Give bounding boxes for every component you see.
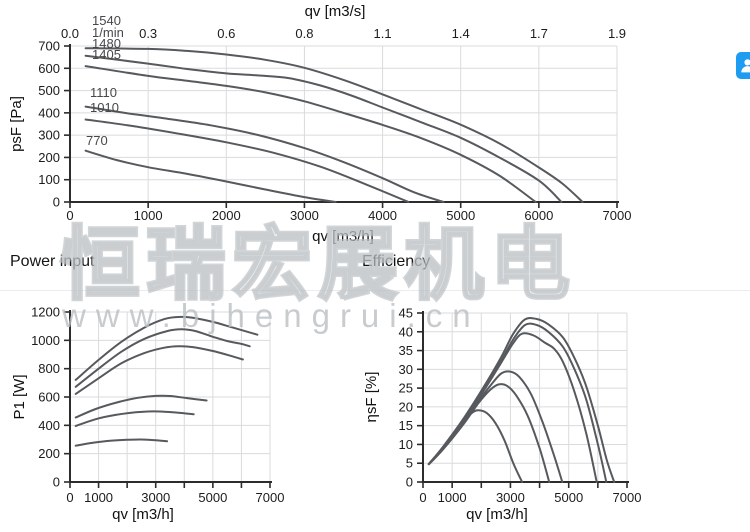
curve-1540 xyxy=(74,315,259,381)
x-tick-label: 5000 xyxy=(198,490,227,505)
curve-label-1110: 1110 xyxy=(90,85,117,100)
y-tick-label: 0 xyxy=(53,475,60,490)
x-tick-label: 6000 xyxy=(524,208,553,223)
tick-marks xyxy=(64,311,271,488)
x2-tick-label: 0.0 xyxy=(61,26,79,41)
y-axis-title: ηsF [%] xyxy=(363,372,380,423)
y-tick-label: 15 xyxy=(399,418,413,433)
y-tick-label: 400 xyxy=(38,105,60,120)
curve-770 xyxy=(74,438,169,447)
x2-tick-label: 0.8 xyxy=(295,26,313,41)
curve-1405 xyxy=(84,65,537,203)
y-tick-label: 45 xyxy=(399,306,413,321)
curve-770 xyxy=(84,149,337,203)
curve-1480 xyxy=(427,322,608,483)
curve-770 xyxy=(427,409,524,483)
y-tick-label: 20 xyxy=(399,399,413,414)
efficiency-title: Efficiency xyxy=(362,253,431,270)
curve-label-1405: 1405 xyxy=(92,47,121,62)
y-tick-label: 700 xyxy=(38,39,60,54)
curve-1405 xyxy=(74,345,244,395)
chart-pressure: 0 1000 2000 3000 4000 5000 6000 7000 0 100 200 300 4… xyxy=(8,3,631,245)
y-tick-label: 100 xyxy=(38,172,60,187)
x2-tick-label: 1.4 xyxy=(452,26,470,41)
y-tick-label: 10 xyxy=(399,437,413,452)
chart-eff: 0 1000 3000 5000 7000 0 5 10 15 20 25 30 35 40 45 qv [m… xyxy=(363,306,641,524)
x-tick-label: 1000 xyxy=(438,490,467,505)
y-tick-label: 200 xyxy=(38,446,60,461)
gridlines xyxy=(70,311,271,482)
curve-1480 xyxy=(74,328,251,388)
y-tick-label: 300 xyxy=(38,128,60,143)
x-tick-label: 7000 xyxy=(256,490,285,505)
y-tick-label: 500 xyxy=(38,83,60,98)
curve-label-1540: 1540 xyxy=(92,13,121,28)
tick-marks xyxy=(417,312,628,488)
x2-tick-label: 0.6 xyxy=(217,26,235,41)
x-tick-label: 5000 xyxy=(554,490,583,505)
y-axis-title: P1 [W] xyxy=(11,374,28,419)
y-tick-label: 800 xyxy=(38,361,60,376)
y-tick-label: 30 xyxy=(399,362,413,377)
x2-tick-label: 0.3 xyxy=(139,26,157,41)
x2-tick-label: 1.7 xyxy=(530,26,548,41)
y-tick-label: 1000 xyxy=(31,333,60,348)
chart-power: 0 1000 3000 5000 7000 0 200 400 600 800 1000 1200 qv… xyxy=(11,305,284,524)
contact-icon xyxy=(740,59,750,77)
x-tick-label: 1000 xyxy=(84,490,113,505)
gridlines xyxy=(423,312,628,482)
curve-label-1010: 1010 xyxy=(90,100,119,115)
x2-tick-label: 1.9 xyxy=(608,26,626,41)
power-input-title: Power input xyxy=(10,253,95,270)
curve-1110 xyxy=(74,394,208,419)
curve-label-770: 770 xyxy=(86,133,108,148)
x-tick-label: 2000 xyxy=(212,208,241,223)
curve-label-1/min: 1/min xyxy=(92,25,124,40)
x-tick-label: 5000 xyxy=(446,208,475,223)
curve-1010 xyxy=(84,118,410,203)
curve-1010 xyxy=(427,383,551,483)
y-tick-label: 0 xyxy=(406,475,413,490)
x-tick-label: 0 xyxy=(66,208,73,223)
y-tick-label: 5 xyxy=(406,456,413,471)
x-tick-label: 0 xyxy=(419,490,426,505)
x-axis-title: qv [m3/h] xyxy=(312,228,374,245)
curve-1540 xyxy=(84,47,584,203)
contact-button[interactable] xyxy=(736,52,750,79)
section-divider xyxy=(0,290,750,291)
y-tick-label: 40 xyxy=(399,324,413,339)
y-tick-label: 600 xyxy=(38,61,60,76)
axes xyxy=(422,311,629,483)
x-tick-label: 0 xyxy=(66,490,73,505)
y-axis-title: psF [Pa] xyxy=(8,96,25,152)
x-tick-label: 3000 xyxy=(496,490,525,505)
gridlines xyxy=(70,45,618,202)
curve-1110 xyxy=(84,105,445,203)
x2-axis-title: qv [m3/s] xyxy=(305,3,366,20)
x-tick-label: 4000 xyxy=(368,208,397,223)
y-tick-label: 600 xyxy=(38,390,60,405)
x-tick-label: 1000 xyxy=(134,208,163,223)
x-axis-title: qv [m3/h] xyxy=(466,506,528,523)
x-tick-label: 3000 xyxy=(290,208,319,223)
y-tick-label: 1200 xyxy=(31,305,60,320)
x-tick-label: 3000 xyxy=(141,490,170,505)
curve-label-1480: 1480 xyxy=(92,36,121,51)
curve-1010 xyxy=(74,410,195,427)
y-tick-label: 200 xyxy=(38,150,60,165)
y-tick-label: 400 xyxy=(38,418,60,433)
x-tick-label: 7000 xyxy=(603,208,632,223)
x-axis-title: qv [m3/h] xyxy=(112,506,174,523)
y-tick-label: 0 xyxy=(53,195,60,210)
y-tick-label: 25 xyxy=(399,381,413,396)
tick-marks xyxy=(64,45,618,208)
axes xyxy=(69,44,619,203)
y-tick-label: 35 xyxy=(399,343,413,358)
x2-tick-label: 1.1 xyxy=(374,26,392,41)
x-tick-label: 7000 xyxy=(613,490,642,505)
curve-1480 xyxy=(84,54,563,203)
